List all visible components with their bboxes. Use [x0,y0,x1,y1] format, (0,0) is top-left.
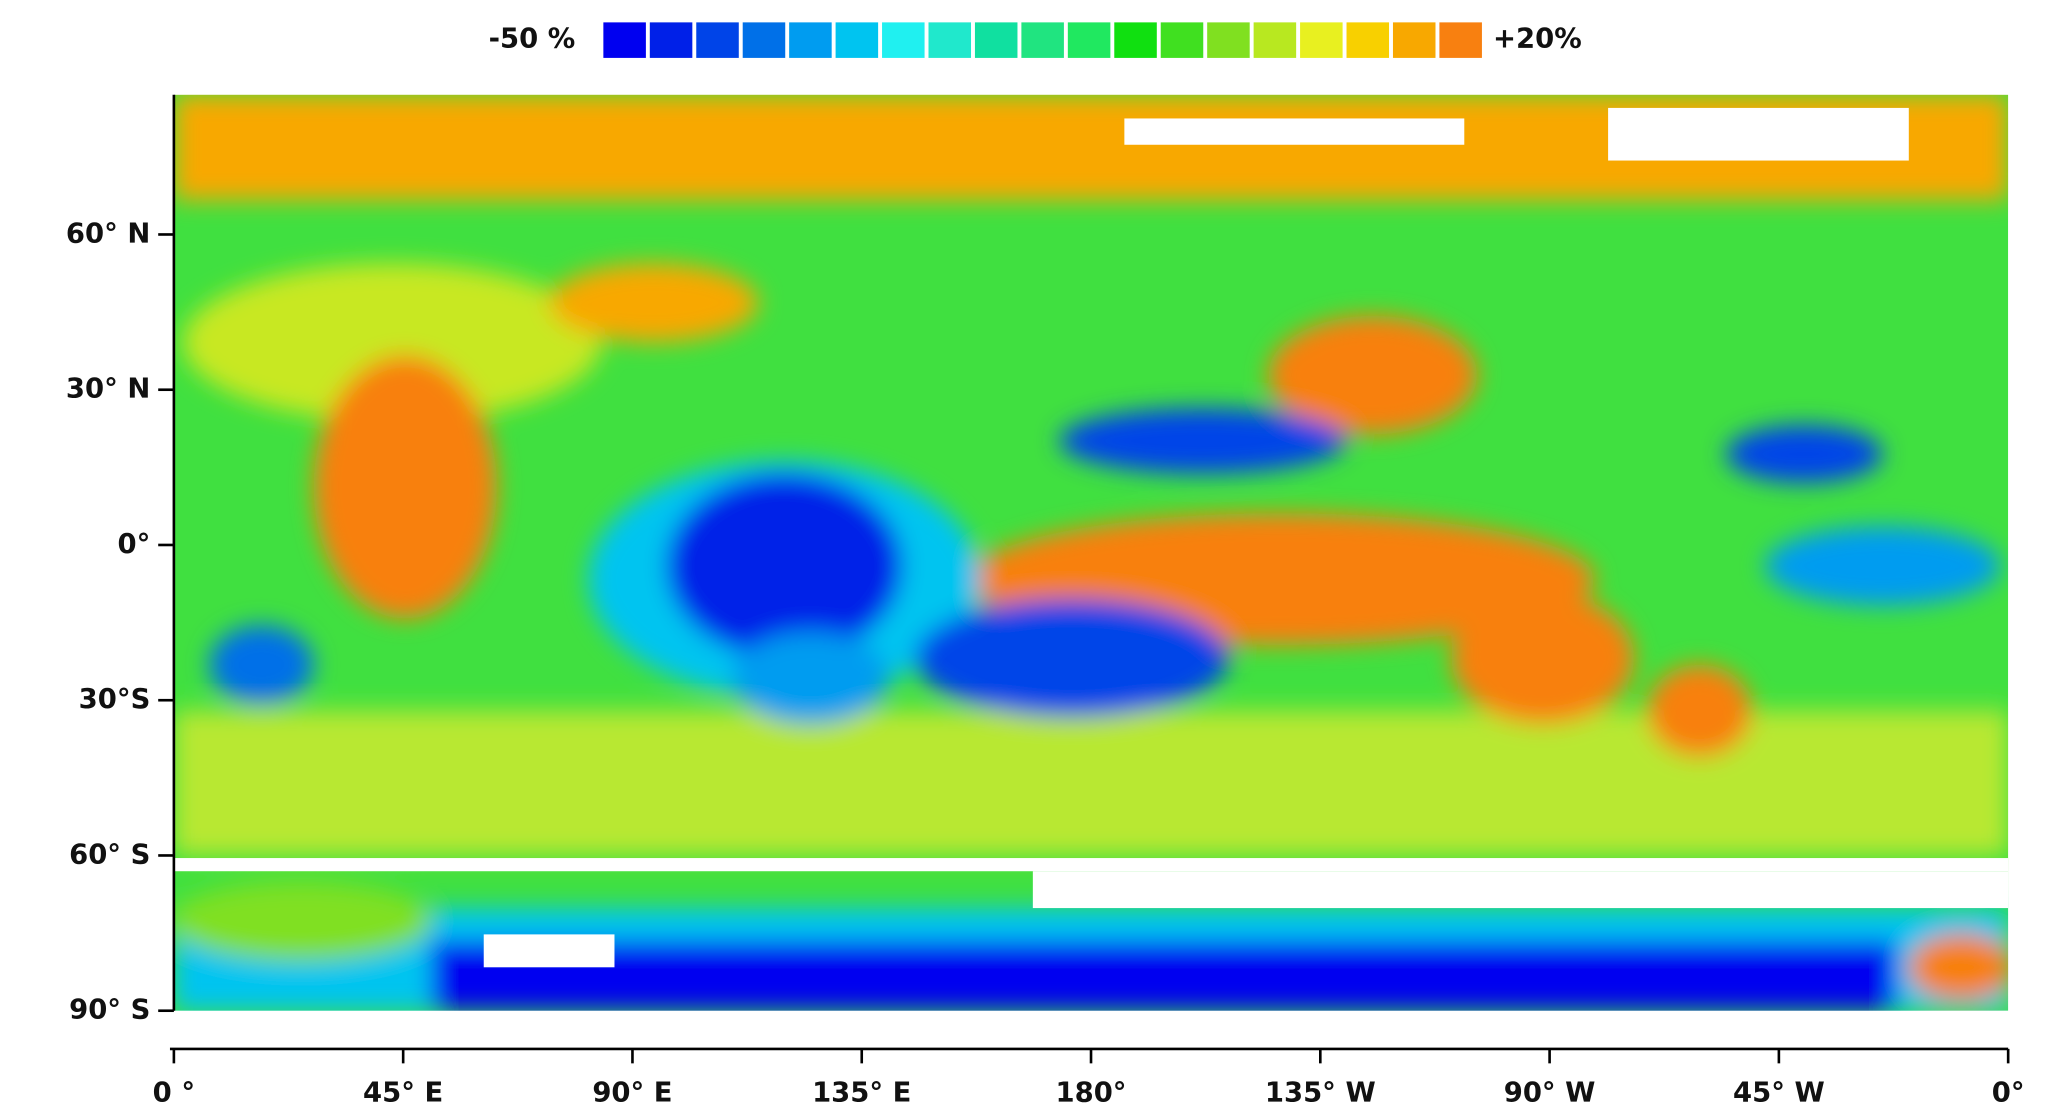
x-tick-label: 45° W [1733,1077,1825,1109]
colorbar-swatch [1114,22,1157,58]
colorbar-swatch [1207,22,1250,58]
colorbar-swatch [974,22,1018,58]
colorbar-swatch [1067,22,1111,58]
y-tick-label: 0° [118,528,151,560]
y-tick-label: 60° S [69,838,150,870]
x-tick-label: 0 ° [153,1077,195,1109]
colorbar-swatch [1021,22,1064,58]
colorbar-swatch [649,22,693,58]
no-data [1032,871,2009,909]
x-tick-label: 135° E [812,1077,911,1109]
y-tick-label: 30°S [79,683,151,715]
colorbar-swatch [696,22,739,58]
no-data [483,934,615,968]
colorbar-swatch [742,22,786,58]
colorbar-max-label: +20% [1493,22,1582,54]
x-tick-label: 135° W [1265,1077,1376,1109]
map-field [173,94,2009,1011]
y-tick-label: 90° S [69,994,150,1026]
colorbar-swatch [1160,22,1204,58]
y-tick-label: 60° N [66,217,150,249]
y-tick-label: 30° N [66,373,150,405]
field-patches [173,94,2009,1011]
colorbar-swatch [882,22,925,58]
no-data [1608,107,1909,161]
x-tick-label: 180° [1056,1077,1127,1109]
no-data [173,858,2009,872]
colorbar-swatch [1253,22,1297,58]
x-tick-label: 0° [1992,1077,2025,1109]
colorbar-swatch [1346,22,1390,58]
colorbar-swatch [603,22,646,58]
colorbar-swatch [789,22,832,58]
colorbar-swatch [1392,22,1436,58]
colorbar-swatch [928,22,972,58]
x-tick-label: 45° E [363,1077,443,1109]
colorbar-swatch [1439,22,1482,58]
colorbar-swatch [835,22,879,58]
colorbar-swatch [1300,22,1343,58]
no-data [1124,118,1465,145]
x-tick-label: 90° E [592,1077,672,1109]
colorbar-min-label: -50 % [489,22,576,54]
x-tick-label: 90° W [1504,1077,1596,1109]
